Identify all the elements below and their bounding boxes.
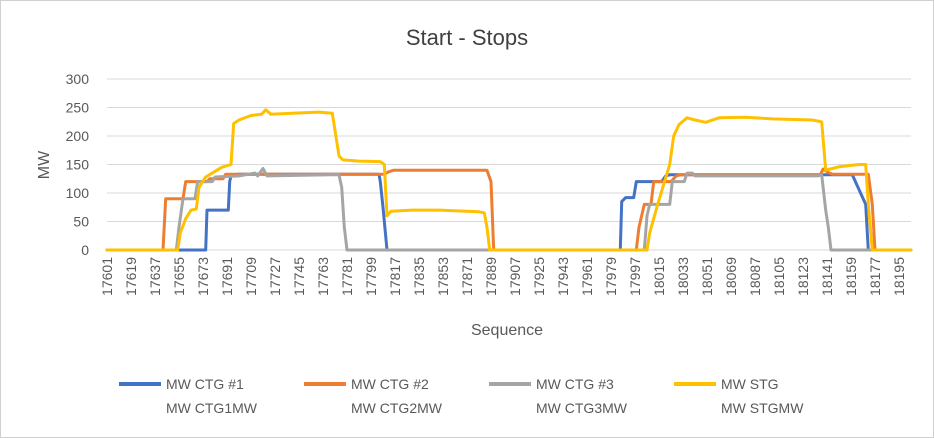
x-tick-label: 17961 — [579, 257, 595, 296]
y-axis-label: MW — [36, 150, 53, 179]
x-tick-label: 17817 — [387, 257, 403, 296]
gridlines — [107, 78, 911, 251]
x-tick-label: 18141 — [819, 257, 835, 296]
x-axis-label: Sequence — [471, 322, 543, 339]
x-tick-label: 17709 — [243, 257, 259, 296]
x-tick-label: 17943 — [555, 257, 571, 296]
legend-label: MW STG — [721, 376, 779, 392]
x-tick-label: 17637 — [147, 257, 163, 296]
chart-title: Start - Stops — [406, 25, 528, 50]
x-tick-label: 17763 — [315, 257, 331, 296]
x-tick-label: 17673 — [195, 257, 211, 296]
y-axis-ticks: 0 50 100 150 200 250 300 — [66, 71, 90, 258]
legend-sublabel: MW CTG2MW — [351, 400, 443, 416]
x-tick-label: 17997 — [627, 257, 643, 296]
legend-sublabel: MW STGMW — [721, 400, 804, 416]
x-tick-label: 17619 — [123, 257, 139, 296]
x-tick-label: 17601 — [99, 257, 115, 296]
x-tick-label: 17835 — [411, 257, 427, 296]
x-tick-label: 18087 — [747, 257, 763, 296]
y-tick-label: 250 — [66, 100, 90, 116]
x-tick-label: 18015 — [651, 257, 667, 296]
legend-sublabel: MW CTG1MW — [166, 400, 258, 416]
x-tick-label: 17871 — [459, 257, 475, 296]
x-tick-label: 17889 — [483, 257, 499, 296]
x-tick-label: 18123 — [795, 257, 811, 296]
x-tick-label: 17907 — [507, 257, 523, 296]
y-tick-label: 300 — [66, 71, 90, 87]
x-tick-label: 18069 — [723, 257, 739, 296]
series-line — [105, 172, 913, 252]
y-tick-label: 150 — [66, 157, 90, 173]
y-tick-label: 50 — [73, 214, 89, 230]
y-tick-label: 100 — [66, 185, 90, 201]
x-tick-label: 17925 — [531, 257, 547, 296]
x-tick-label: 18033 — [675, 257, 691, 296]
y-tick-label: 200 — [66, 128, 90, 144]
x-axis-ticks: 17601 17619 17637 17655 17673 17691 17709 17727… — [99, 257, 907, 296]
x-tick-label: 18051 — [699, 257, 715, 296]
x-tick-label: 17781 — [339, 257, 355, 296]
x-tick-label: 18177 — [867, 257, 883, 296]
x-tick-label: 18195 — [891, 257, 907, 296]
x-tick-label: 17799 — [363, 257, 379, 296]
x-tick-label: 17727 — [267, 257, 283, 296]
x-tick-label: 17655 — [171, 257, 187, 296]
x-tick-label: 17745 — [291, 257, 307, 296]
y-tick-label: 0 — [81, 242, 89, 258]
series-line — [105, 108, 913, 252]
legend-label: MW CTG #2 — [351, 376, 429, 392]
x-tick-label: 17691 — [219, 257, 235, 296]
legend-sublabel: MW CTG3MW — [536, 400, 628, 416]
legend-label: MW CTG #3 — [536, 376, 614, 392]
x-tick-label: 18105 — [771, 257, 787, 296]
legend: MW CTG #1 MW CTG1MW MW CTG #2 MW CTG2MW MW C… — [119, 376, 804, 416]
legend-label: MW CTG #1 — [166, 376, 244, 392]
series-lines — [105, 108, 913, 252]
x-tick-label: 17979 — [603, 257, 619, 296]
x-tick-label: 18159 — [843, 257, 859, 296]
x-tick-label: 17853 — [435, 257, 451, 296]
